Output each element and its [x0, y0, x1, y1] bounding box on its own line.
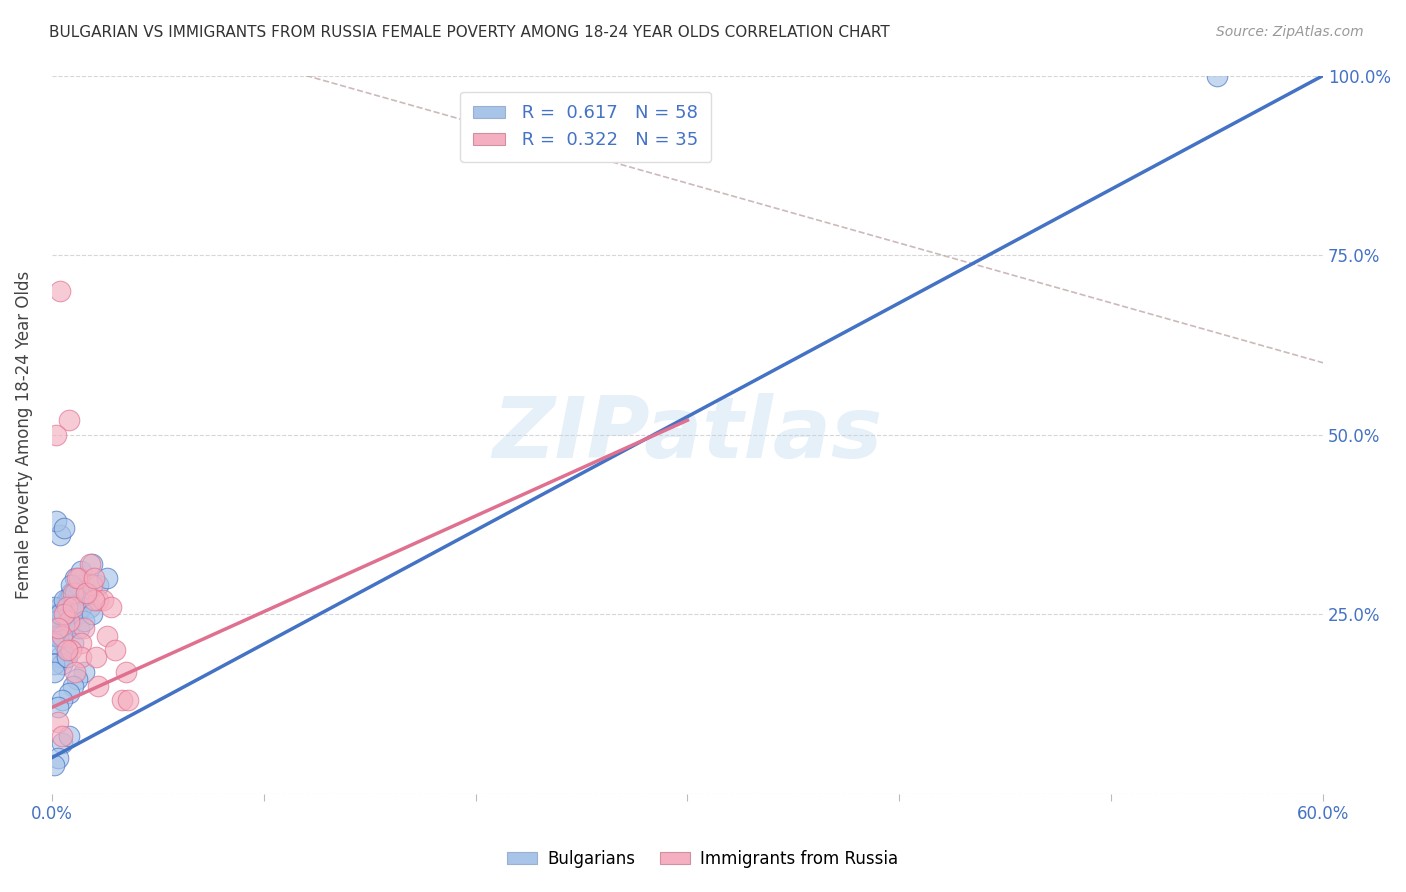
Point [58, 729, 80, 743]
Point [80, 607, 103, 621]
Point [62, 636, 84, 650]
Point [46, 700, 69, 714]
Point [67, 578, 90, 592]
Point [104, 643, 127, 657]
Point [46, 622, 69, 636]
Point [66, 672, 89, 686]
Point [80, 557, 103, 571]
Point [58, 615, 80, 629]
Point [49, 599, 72, 614]
Point [66, 607, 89, 621]
Point [42, 758, 65, 772]
Point [51, 607, 73, 621]
Point [51, 693, 73, 707]
Point [58, 686, 80, 700]
Point [59, 643, 82, 657]
Point [53, 636, 76, 650]
Point [84, 650, 107, 665]
Legend:  R =  0.617   N = 58,  R =  0.322   N = 35: R = 0.617 N = 58, R = 0.322 N = 35 [460, 92, 711, 162]
Point [42, 665, 65, 679]
Point [83, 571, 105, 585]
Point [46, 751, 69, 765]
Point [1206, 69, 1229, 83]
Point [46, 615, 69, 629]
Point [62, 599, 84, 614]
Point [115, 665, 138, 679]
Point [72, 615, 94, 629]
Point [59, 585, 82, 599]
Y-axis label: Female Poverty Among 18-24 Year Olds: Female Poverty Among 18-24 Year Olds [15, 270, 32, 599]
Point [96, 629, 118, 643]
Point [87, 578, 110, 592]
Point [70, 650, 93, 665]
Point [59, 615, 82, 629]
Point [51, 729, 73, 743]
Point [46, 629, 69, 643]
Point [100, 599, 122, 614]
Point [58, 592, 80, 607]
Point [76, 585, 98, 599]
Point [53, 592, 76, 607]
Point [62, 679, 84, 693]
Point [63, 665, 86, 679]
Text: BULGARIAN VS IMMIGRANTS FROM RUSSIA FEMALE POVERTY AMONG 18-24 YEAR OLDS CORRELA: BULGARIAN VS IMMIGRANTS FROM RUSSIA FEMA… [49, 25, 890, 40]
Point [55, 643, 77, 657]
Point [63, 585, 86, 599]
Point [53, 607, 76, 621]
Point [53, 521, 76, 535]
Point [49, 528, 72, 542]
Point [87, 679, 110, 693]
Text: ZIPatlas: ZIPatlas [492, 393, 883, 476]
Point [55, 592, 77, 607]
Point [67, 622, 90, 636]
Point [55, 599, 77, 614]
Point [42, 599, 65, 614]
Point [72, 622, 94, 636]
Point [58, 413, 80, 427]
Point [96, 571, 118, 585]
Point [55, 650, 77, 665]
Point [42, 636, 65, 650]
Point [53, 622, 76, 636]
Point [70, 564, 93, 578]
Point [66, 571, 89, 585]
Point [51, 629, 73, 643]
Point [70, 636, 93, 650]
Point [67, 571, 90, 585]
Point [45, 427, 67, 442]
Point [75, 585, 97, 599]
Point [49, 284, 72, 298]
Point [62, 585, 84, 599]
Point [80, 578, 103, 592]
Point [70, 599, 93, 614]
Legend: Bulgarians, Immigrants from Russia: Bulgarians, Immigrants from Russia [501, 844, 905, 875]
Point [91, 592, 114, 607]
Point [46, 607, 69, 621]
Point [117, 693, 139, 707]
Point [63, 571, 86, 585]
Point [45, 629, 67, 643]
Point [59, 578, 82, 592]
Text: Source: ZipAtlas.com: Source: ZipAtlas.com [1216, 25, 1364, 39]
Point [72, 665, 94, 679]
Point [45, 514, 67, 528]
Point [51, 736, 73, 750]
Point [45, 629, 67, 643]
Point [111, 693, 134, 707]
Point [62, 585, 84, 599]
Point [51, 657, 73, 672]
Point [79, 599, 101, 614]
Point [62, 599, 84, 614]
Point [49, 607, 72, 621]
Point [87, 592, 110, 607]
Point [58, 622, 80, 636]
Point [79, 557, 101, 571]
Point [45, 615, 67, 629]
Point [46, 714, 69, 729]
Point [75, 585, 97, 599]
Point [49, 650, 72, 665]
Point [42, 657, 65, 672]
Point [83, 592, 105, 607]
Point [55, 643, 77, 657]
